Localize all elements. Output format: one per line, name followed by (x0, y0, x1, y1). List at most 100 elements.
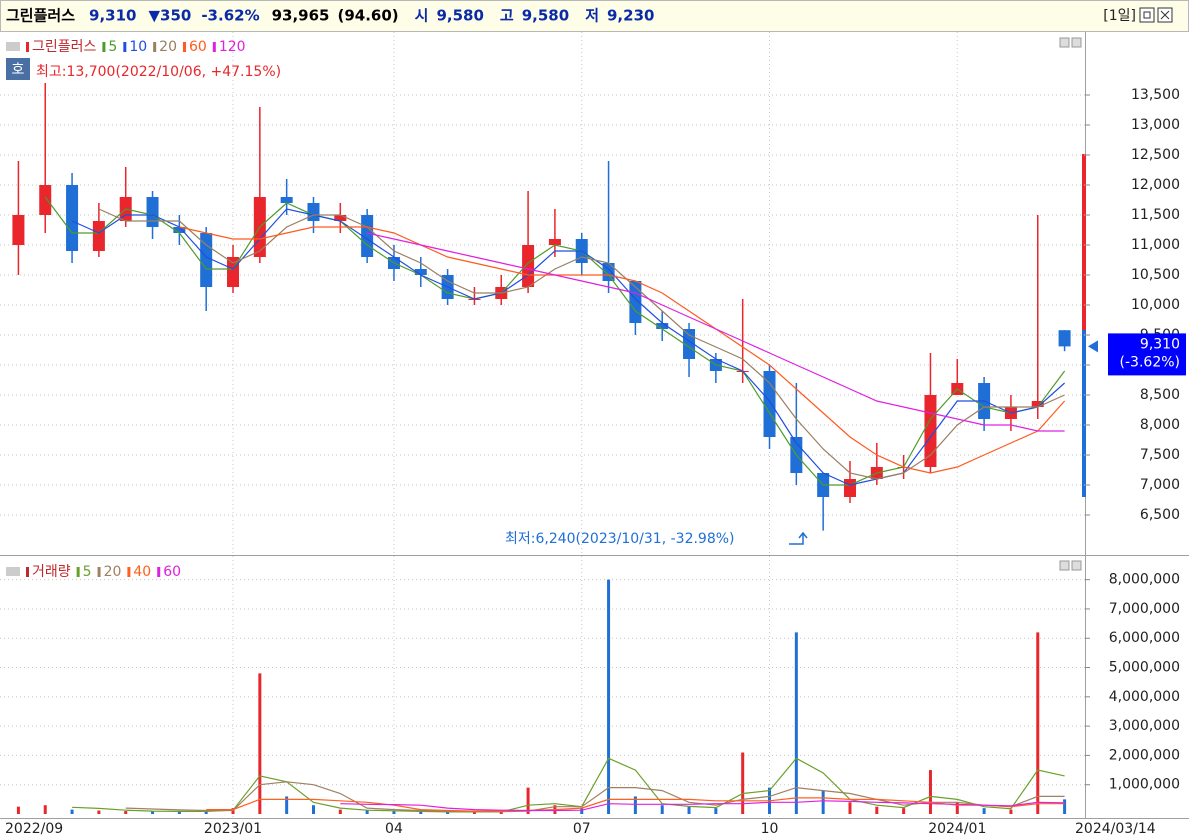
ma-line (366, 232, 1065, 432)
candle-body (146, 197, 159, 227)
legend-icon (6, 567, 20, 576)
ma-line (340, 800, 1065, 812)
candle-body (656, 323, 669, 329)
volume-bar (1009, 809, 1013, 814)
legend-swatch (182, 42, 186, 52)
ma-line (72, 757, 1065, 813)
volume-bar (526, 787, 530, 814)
legend-label: 20 (104, 564, 122, 580)
legend-swatch (102, 42, 106, 52)
y-tick-label: 13,500 (1131, 87, 1180, 103)
candle-body (1031, 401, 1044, 407)
panel-button[interactable] (1071, 560, 1082, 571)
legend-label: 5 (108, 39, 117, 55)
y-tick-label: 12,000 (1131, 177, 1180, 193)
panel-button[interactable] (1059, 37, 1070, 48)
header-text: ▼350 (148, 7, 191, 25)
header-text: 저 (585, 7, 599, 25)
y-tick-label: 6,500 (1140, 507, 1180, 523)
volume-bar (124, 811, 128, 814)
y-tick-label: 6,000,000 (1109, 630, 1180, 646)
price-marker-label: 9,310 (1140, 336, 1180, 352)
header-text: 9,230 (607, 7, 654, 25)
range-bar-down (1082, 330, 1086, 497)
volume-bar (1036, 632, 1040, 814)
candle-body (173, 227, 186, 233)
y-tick-label: 10,000 (1131, 297, 1180, 313)
x-tick-label: 2024/01 (928, 821, 986, 837)
y-tick-label: 5,000,000 (1109, 660, 1180, 676)
period-label: [1일] (1103, 8, 1136, 24)
volume-bar (633, 796, 637, 814)
legend-swatch (26, 42, 29, 52)
volume-bar (419, 811, 423, 814)
candle-body (548, 239, 561, 245)
candle-body (1058, 330, 1071, 347)
y-tick-label: 1,000,000 (1109, 777, 1180, 793)
range-bar-up (1082, 154, 1086, 330)
candle-body (39, 185, 52, 215)
ma-line (125, 781, 1065, 813)
candle-body (334, 215, 347, 221)
volume-bar (875, 806, 879, 814)
candle-body (66, 185, 79, 251)
price-marker-arrow (1088, 340, 1098, 353)
candle-body (763, 371, 776, 437)
volume-bar (848, 802, 852, 814)
header-text: (94.60) (337, 7, 398, 25)
ma-line (206, 797, 1065, 812)
high-annotation: 최고:13,700(2022/10/06, +47.15%) (36, 64, 281, 80)
volume-bar (741, 752, 745, 814)
button[interactable] (6, 58, 30, 80)
header-text: 93,965 (272, 7, 330, 25)
legend-swatch (26, 567, 29, 577)
candle-body (307, 203, 320, 221)
header-text: 그린플러스 (6, 7, 75, 25)
volume-bar (446, 811, 450, 814)
legend-label: 40 (133, 564, 151, 580)
candle-body (12, 215, 25, 245)
volume-bar (1063, 799, 1067, 814)
volume-bar (43, 805, 47, 814)
y-tick-label: 12,500 (1131, 147, 1180, 163)
legend-swatch (127, 567, 131, 577)
y-tick-label: 8,500 (1140, 387, 1180, 403)
header-text: 고 (500, 7, 514, 25)
ma-line (98, 208, 1065, 480)
price-marker-change: (-3.62%) (1120, 354, 1180, 370)
legend-label: 20 (159, 39, 177, 55)
candle-body (414, 269, 427, 275)
panel-button[interactable] (1071, 37, 1082, 48)
panel-button[interactable] (1059, 560, 1070, 571)
volume-bar (687, 806, 691, 814)
volume-bar (311, 805, 315, 814)
y-tick-label: 7,000,000 (1109, 601, 1180, 617)
x-tick-label: 2023/01 (204, 821, 262, 837)
low-annotation: 최저:6,240(2023/10/31, -32.98%) (505, 531, 735, 547)
volume-bar (392, 811, 396, 814)
x-tick-label: 2022/09 (5, 821, 63, 837)
y-tick-label: 7,500 (1140, 447, 1180, 463)
volume-bar (472, 812, 476, 814)
header-text: 시 (415, 7, 429, 25)
candle-body (280, 197, 293, 203)
y-tick-label: 11,000 (1131, 237, 1180, 253)
volume-bar (285, 796, 289, 814)
legend-label: 거래량 (32, 564, 71, 580)
y-tick-label: 11,500 (1131, 207, 1180, 223)
restore-icon (1143, 11, 1151, 19)
ma-line (179, 226, 1066, 474)
volume-bar (902, 808, 906, 814)
ma-line (44, 196, 1066, 486)
restore-button[interactable] (1139, 7, 1155, 23)
volume-bar (365, 810, 369, 814)
volume-bar (794, 632, 798, 814)
legend-label: 5 (83, 564, 92, 580)
legend-icon (6, 42, 20, 51)
volume-bar (151, 811, 155, 814)
legend-label: 그린플러스 (32, 39, 97, 55)
volume-bar (97, 810, 101, 814)
legend-swatch (153, 42, 157, 52)
